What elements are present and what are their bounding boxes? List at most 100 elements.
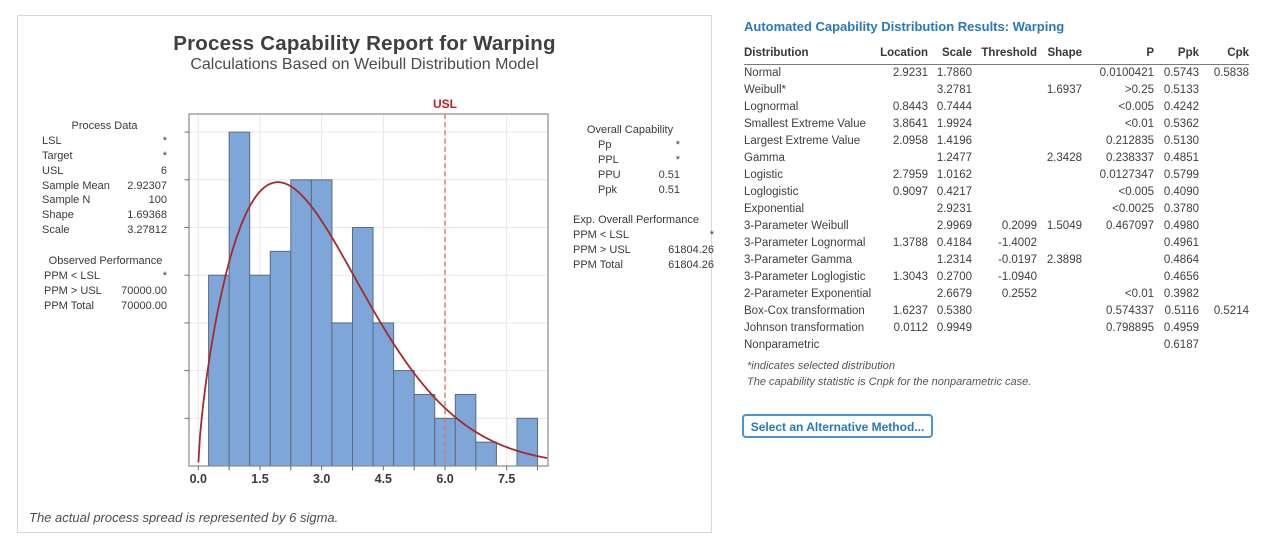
table-cell: 0.5116: [1164, 305, 1199, 317]
table-cell: [972, 82, 1037, 99]
stat-row: LSL *: [42, 134, 167, 149]
stat-value: 70000.00: [121, 299, 167, 312]
process-data-rows: LSL * Target * USL 6 Sample Mean 2.92307 Sample …: [42, 134, 167, 238]
stat-value: *: [675, 153, 680, 166]
table-cell: 0.212835: [1106, 135, 1154, 147]
histogram-bar: [249, 274, 271, 467]
x-tick-label: 6.0: [436, 472, 454, 486]
chart-title: Process Capability Report for Warping: [173, 32, 556, 55]
table-cell: <0.01: [1124, 118, 1154, 130]
stat-row: PPM < LSL *: [44, 269, 167, 284]
stat-value: 100: [148, 194, 167, 207]
table-cell: 0.6187: [1163, 339, 1199, 351]
table-cell: [1199, 337, 1249, 354]
table-cell: 0.3982: [1163, 288, 1199, 300]
table-cell: 1.7860: [936, 67, 972, 79]
stat-label: PPL: [598, 153, 619, 166]
table-cell: 2.3428: [1046, 152, 1082, 164]
table-cell: [1199, 150, 1249, 167]
stat-row: PPM < LSL *: [573, 228, 714, 243]
results-table-header: Distribution Location Scale Threshold Shape P…: [744, 46, 1249, 65]
histogram-bar: [352, 227, 374, 467]
table-cell: 0.238337: [1106, 152, 1154, 164]
select-alternative-method-button[interactable]: Select an Alternative Method...: [742, 414, 933, 438]
stat-label: Scale: [42, 224, 70, 237]
table-cell: 0.4864: [1163, 254, 1199, 266]
table-cell: [972, 116, 1037, 133]
table-cell: [972, 320, 1037, 337]
table-cell: <0.005: [1118, 101, 1155, 113]
table-row: 3-Parameter Weibull 2.9969 0.2099 1.5049 0.4…: [744, 218, 1249, 235]
histogram-bar: [310, 179, 333, 467]
table-cell: [880, 82, 928, 99]
weibull-fit-curve: [197, 181, 548, 463]
stat-row: Sample Mean 2.92307: [42, 179, 167, 194]
process-data-block: Process Data LSL * Target * USL 6 Sample Mean 2…: [42, 119, 167, 238]
table-cell: 2.3898: [1046, 254, 1082, 266]
chart-subtitle: Calculations Based on Weibull Distributi…: [190, 56, 539, 73]
stat-label: Sample N: [42, 194, 91, 207]
table-cell: 1.4196: [936, 135, 972, 147]
stat-label: PPM < LSL: [573, 229, 629, 241]
stat-label: PPM Total: [573, 258, 623, 271]
table-row: Exponential 2.9231 <0.0025 0.3780: [744, 201, 1249, 218]
table-cell: [880, 150, 928, 167]
table-cell: [1199, 201, 1249, 218]
stat-label: PPM Total: [44, 299, 94, 312]
stat-value: 70000.00: [121, 284, 167, 297]
results-table: Distribution Location Scale Threshold Shape P…: [744, 46, 1249, 354]
table-cell: [1199, 116, 1249, 133]
histogram-bar: [413, 393, 436, 467]
table-cell: 0.5214: [1213, 305, 1249, 317]
table-cell: 0.4090: [1163, 186, 1199, 198]
table-cell: 0.8443: [892, 101, 928, 113]
table-cell: 0.0112: [893, 322, 928, 334]
table-cell: [1082, 235, 1154, 252]
table-cell: 0.5799: [1163, 169, 1199, 181]
table-cell: 0.798895: [1106, 322, 1154, 334]
table-cell: 0.4980: [1163, 220, 1199, 232]
table-row: Smallest Extreme Value 3.8641 1.9924 <0.01 0…: [744, 116, 1249, 133]
stat-row: Target *: [42, 149, 167, 164]
table-cell: Exponential: [744, 203, 805, 215]
stat-label: PPM < LSL: [44, 270, 100, 282]
table-cell: 0.5838: [1213, 67, 1249, 79]
stat-value: 61804.26: [668, 243, 714, 256]
x-tick-label: 0.0: [189, 472, 207, 486]
stat-value: *: [162, 270, 167, 282]
table-cell: 3-Parameter Gamma: [744, 254, 853, 266]
table-cell: [972, 337, 1037, 354]
table-cell: 0.2552: [1001, 288, 1037, 300]
table-cell: 3.8641: [892, 118, 928, 130]
histogram-bar: [475, 441, 497, 467]
stat-row: Pp *: [598, 138, 680, 153]
stat-label: PPM > USL: [44, 284, 102, 297]
table-cell: 0.5362: [1163, 118, 1199, 130]
table-cell: [1199, 218, 1249, 235]
table-cell: 2.7959: [892, 169, 928, 181]
column-header: Scale: [941, 47, 972, 59]
table-cell: [1037, 320, 1082, 337]
table-cell: Largest Extreme Value: [744, 135, 861, 147]
x-tick-label: 1.5: [251, 472, 269, 486]
histogram-bar: [269, 250, 292, 467]
table-cell: [1037, 133, 1082, 150]
table-cell: [880, 201, 928, 218]
stat-label: Shape: [42, 209, 74, 222]
stat-label: Sample Mean: [42, 179, 110, 192]
stat-value: *: [162, 135, 167, 147]
table-cell: 2.6679: [936, 288, 972, 300]
table-cell: 2-Parameter Exponential: [744, 288, 872, 300]
table-cell: [1037, 286, 1082, 303]
exp-overall-performance-heading: Exp. Overall Performance: [573, 214, 699, 226]
histogram-bar: [393, 370, 415, 467]
column-header: P: [1146, 47, 1154, 59]
table-row: Gamma 1.2477 2.3428 0.238337 0.4851: [744, 150, 1249, 167]
table-row: 3-Parameter Lognormal 1.3788 0.4184 -1.4002…: [744, 235, 1249, 252]
histogram-bar: [290, 179, 312, 467]
table-cell: 0.5130: [1163, 135, 1199, 147]
table-cell: Lognormal: [744, 101, 799, 113]
column-header: Location: [880, 47, 928, 59]
stat-label: LSL: [42, 135, 62, 147]
stat-value: 6: [160, 164, 167, 177]
